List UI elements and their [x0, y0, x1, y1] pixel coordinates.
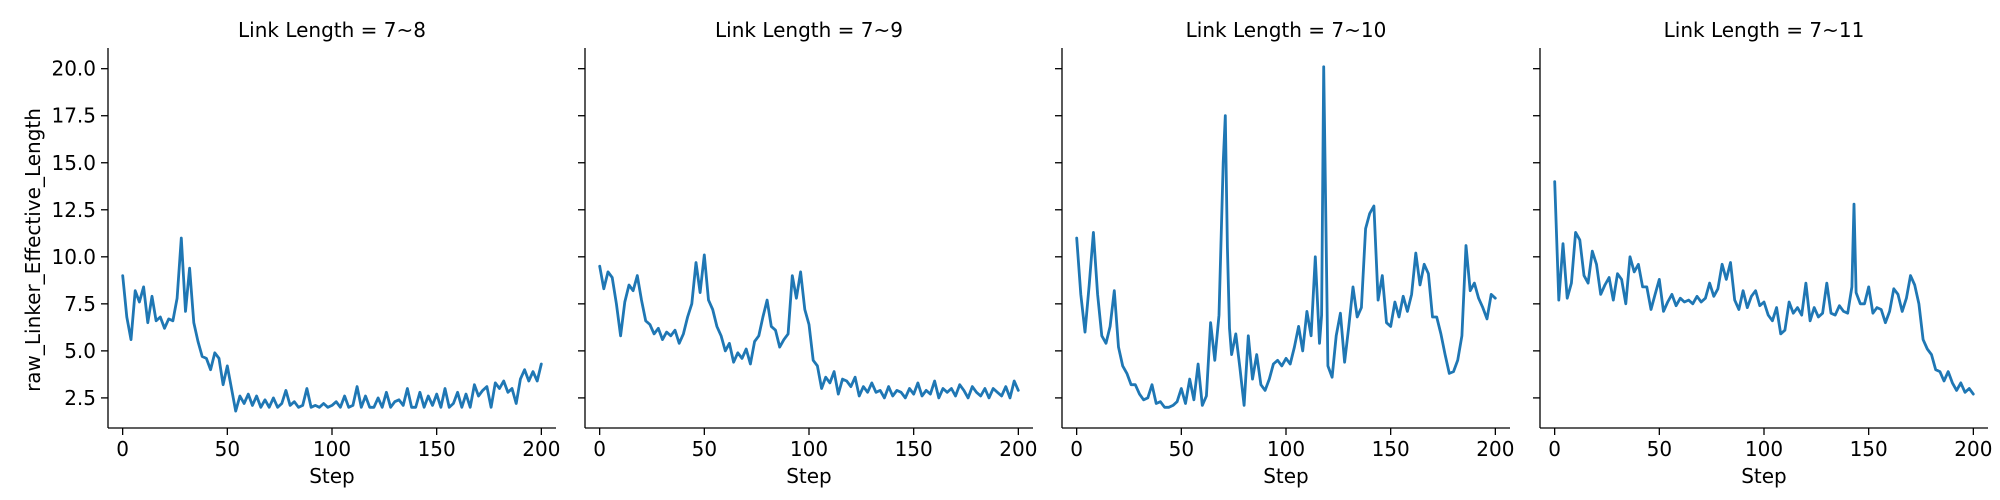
panel-title: Link Length = 7~10 — [1186, 18, 1387, 42]
x-tick-label: 100 — [1745, 437, 1783, 461]
x-tick-label: 0 — [116, 437, 129, 461]
y-axis-title: raw_Linker_Effective_Length — [21, 108, 45, 392]
x-tick-label: 100 — [313, 437, 351, 461]
panel-title: Link Length = 7~8 — [238, 18, 426, 42]
y-tick-label: 10.0 — [51, 245, 96, 269]
y-tick-label: 20.0 — [51, 57, 96, 81]
x-tick-label: 150 — [418, 437, 456, 461]
x-axis-title: Step — [1263, 464, 1309, 488]
x-tick-label: 200 — [522, 437, 560, 461]
x-tick-label: 200 — [1954, 437, 1992, 461]
series-line — [1553, 180, 1975, 396]
x-tick-label: 100 — [790, 437, 828, 461]
x-tick-label: 150 — [1850, 437, 1888, 461]
panels-layer: Link Length = 7~8 0 50 100 150 200 Step 2.5 5.0 7… — [51, 18, 1992, 488]
y-tick-label: 2.5 — [64, 386, 96, 410]
x-tick-label: 50 — [692, 437, 717, 461]
y-tick-label: 7.5 — [64, 292, 96, 316]
x-tick-label: 150 — [1372, 437, 1410, 461]
y-tick-label: 12.5 — [51, 198, 96, 222]
x-tick-label: 150 — [895, 437, 933, 461]
panel-2: Link Length = 7~9 0 50 100 150 200 Step — [578, 18, 1037, 488]
x-tick-label: 50 — [1169, 437, 1194, 461]
y-tick-label: 5.0 — [64, 339, 96, 363]
x-tick-label: 0 — [1548, 437, 1561, 461]
x-tick-label: 0 — [593, 437, 606, 461]
panel-4: Link Length = 7~11 0 50 100 150 200 Step — [1533, 18, 1992, 488]
panel-1: Link Length = 7~8 0 50 100 150 200 Step 2.5 5.0 7… — [51, 18, 560, 488]
panel-3: Link Length = 7~10 0 50 100 150 200 Step — [1055, 18, 1514, 488]
x-tick-label: 200 — [999, 437, 1037, 461]
panel-title: Link Length = 7~9 — [715, 18, 903, 42]
x-tick-label: 100 — [1267, 437, 1305, 461]
series-line — [598, 253, 1020, 400]
y-tick-label: 17.5 — [51, 104, 96, 128]
x-tick-label: 0 — [1070, 437, 1083, 461]
series-line — [121, 236, 543, 413]
x-axis-title: Step — [1741, 464, 1787, 488]
x-tick-label: 200 — [1476, 437, 1514, 461]
x-tick-label: 50 — [1647, 437, 1672, 461]
x-axis-title: Step — [786, 464, 832, 488]
series-line — [1075, 65, 1497, 409]
x-tick-label: 50 — [215, 437, 240, 461]
y-tick-label: 15.0 — [51, 151, 96, 175]
x-axis-title: Step — [309, 464, 355, 488]
panel-title: Link Length = 7~11 — [1664, 18, 1865, 42]
